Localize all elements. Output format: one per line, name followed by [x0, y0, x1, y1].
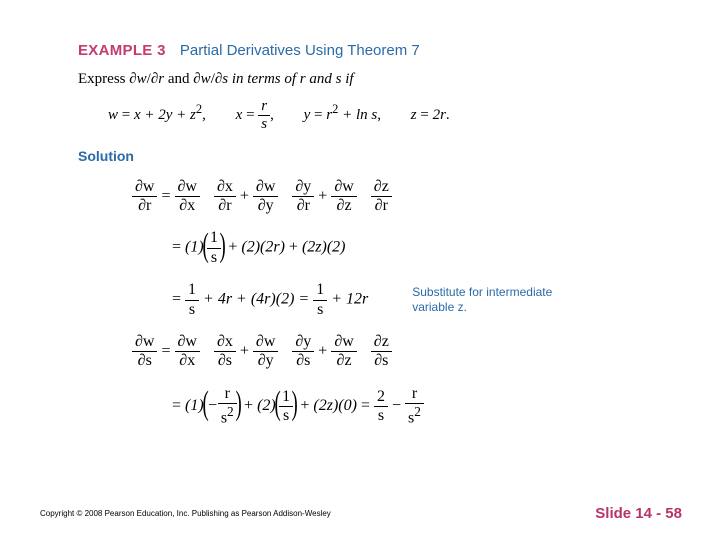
annotation: Substitute for intermediatevariable z. [412, 285, 552, 316]
substitute-r: = (1)(1s) + (2)(2r) + (2z)(2) [172, 229, 660, 267]
copyright: Copyright © 2008 Pearson Education, Inc.… [40, 509, 331, 518]
chain-rule-r: ∂w∂r = ∂w∂x∂x∂r + ∂w∂y∂y∂r + ∂w∂z∂z∂r [132, 178, 660, 216]
substitute-s: = (1)(−rs2) + (2)(1s) + (2z)(0) = 2s − r… [172, 385, 660, 428]
example-header: EXAMPLE 3 Partial Derivatives Using Theo… [78, 42, 660, 59]
prompt-line: Express ∂w/∂r and ∂w/∂s in terms of r an… [78, 71, 660, 88]
prompt-suffix: in terms of r and s if [228, 71, 353, 87]
solution-label: Solution [78, 148, 660, 164]
simplify-r: = 1s + 4r + (4r)(2) = 1s + 12r Substitut… [172, 281, 660, 319]
prompt-prefix: Express [78, 71, 129, 87]
example-label: EXAMPLE 3 [78, 42, 166, 59]
slide-number: Slide 14 - 58 [595, 505, 682, 522]
example-title: Partial Derivatives Using Theorem 7 [180, 42, 420, 59]
given-equations: w = x + 2y + z2, x = rs, y = r2 + ln s, … [108, 98, 660, 134]
prompt-and: and [164, 71, 193, 87]
chain-rule-s: ∂w∂s = ∂w∂x∂x∂s + ∂w∂y∂y∂s + ∂w∂z∂z∂s [132, 333, 660, 371]
